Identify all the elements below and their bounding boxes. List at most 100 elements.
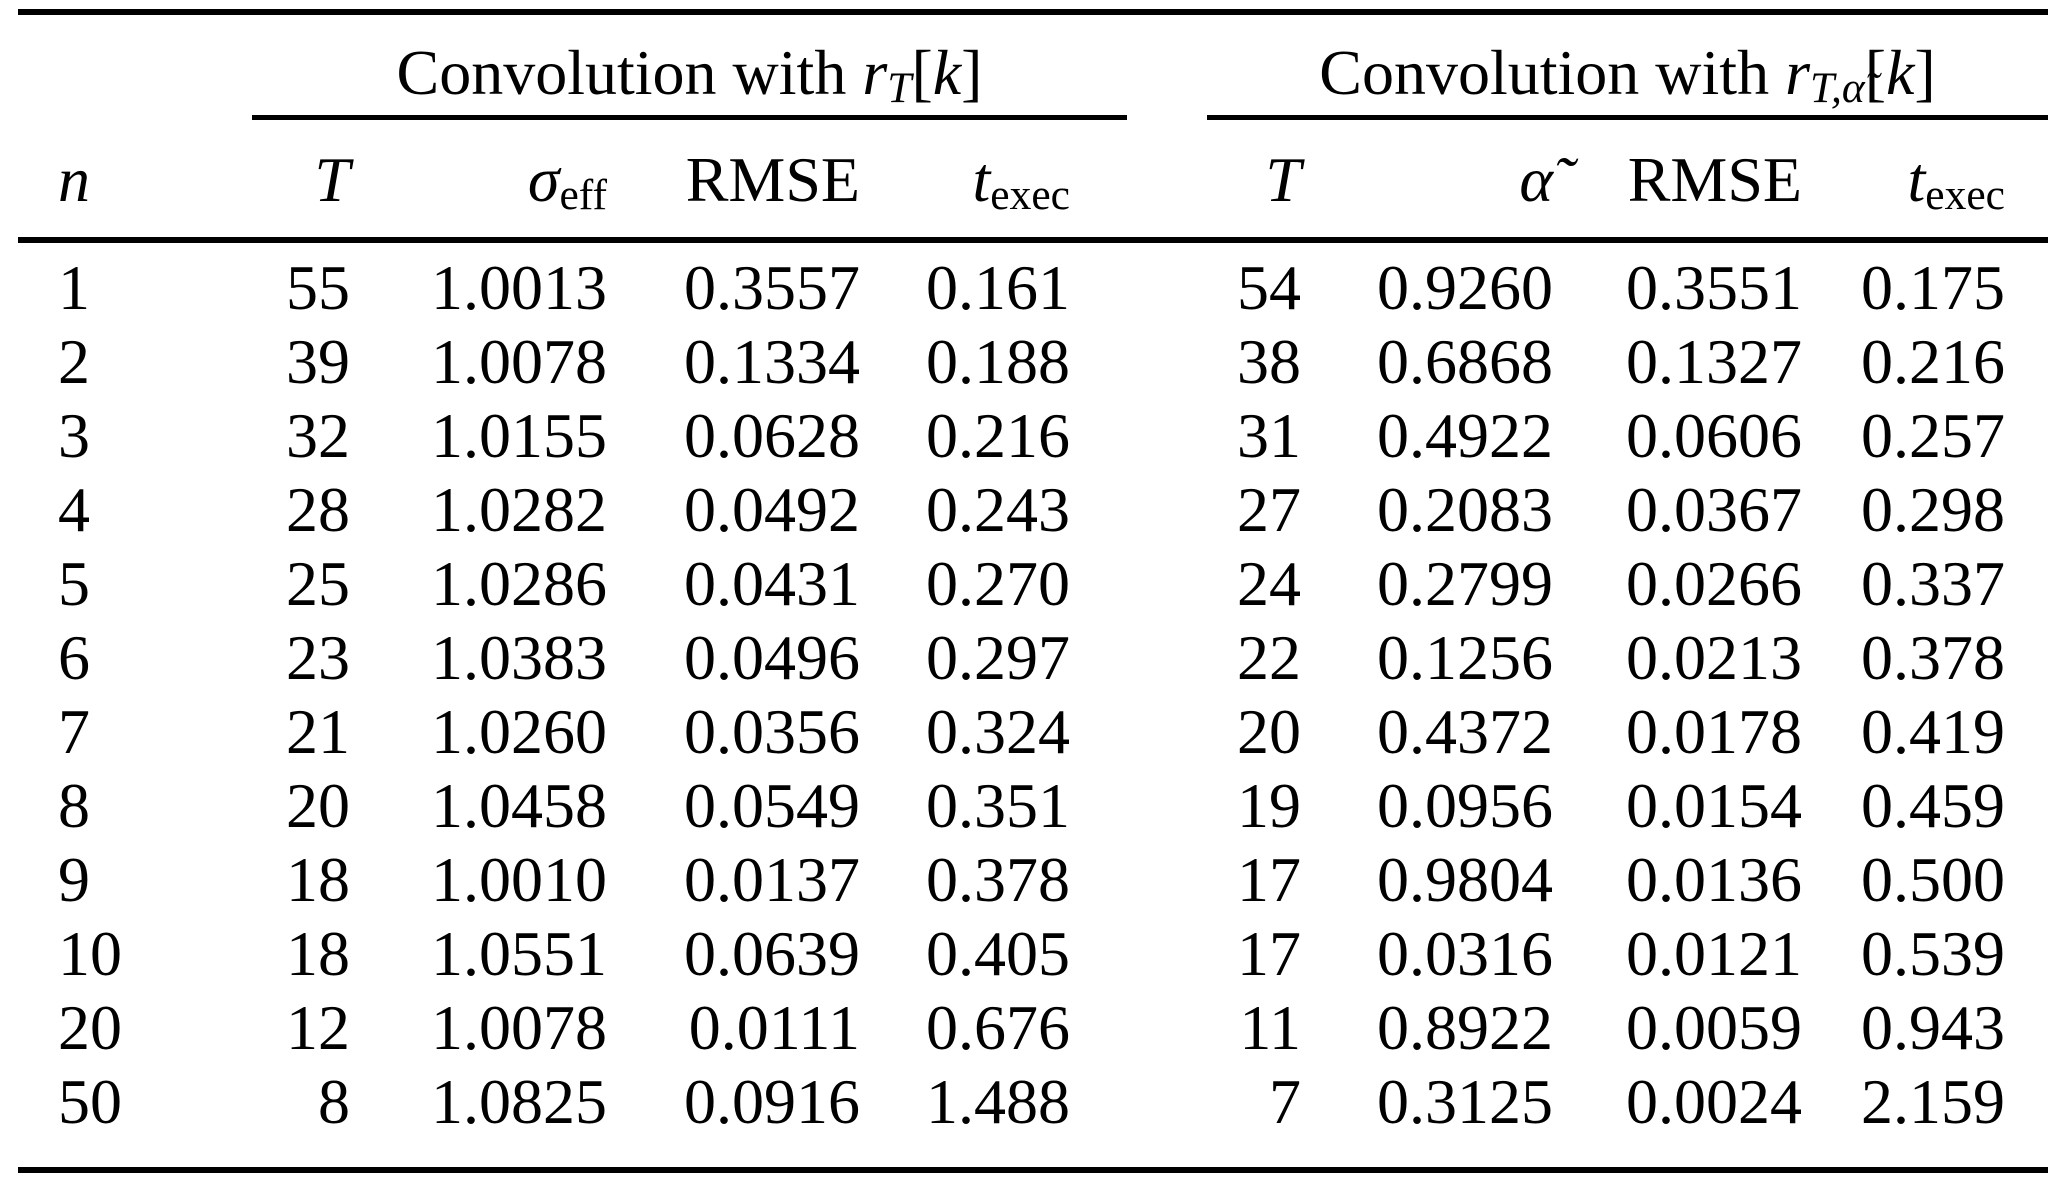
cell-rmse-right: 0.0213 bbox=[1626, 622, 1802, 693]
column-header-t-exec-right: texec bbox=[1907, 144, 2005, 219]
cell-alpha-tilde: 0.0316 bbox=[1377, 918, 1553, 989]
cell-rmse-left: 0.0356 bbox=[684, 696, 860, 767]
cell-alpha-tilde: 0.3125 bbox=[1377, 1066, 1553, 1137]
group-left-var: r bbox=[862, 37, 888, 108]
cell-rmse-left: 0.0496 bbox=[684, 622, 860, 693]
table-body: 1 55 1.0013 0.3557 0.161 54 0.9260 0.355… bbox=[0, 246, 2067, 1134]
cell-alpha-tilde: 0.6868 bbox=[1377, 326, 1553, 397]
cell-rmse-right: 0.0059 bbox=[1626, 992, 1802, 1063]
column-header-row: n T σeff RMSE texec T α̃ RMSE texec bbox=[0, 0, 2067, 246]
cell-n: 6 bbox=[58, 622, 90, 693]
table-row: 8 20 1.0458 0.0549 0.351 19 0.0956 0.015… bbox=[0, 764, 2067, 838]
table-row: 10 18 1.0551 0.0639 0.405 17 0.0316 0.01… bbox=[0, 912, 2067, 986]
cell-T-left: 21 bbox=[286, 696, 350, 767]
cell-rmse-right: 0.0367 bbox=[1626, 474, 1802, 545]
cell-T-right: 11 bbox=[1239, 992, 1301, 1063]
cell-rmse-right: 0.3551 bbox=[1626, 252, 1802, 323]
cmidrule-right bbox=[1207, 115, 2048, 120]
table-row: 4 28 1.0282 0.0492 0.243 27 0.2083 0.036… bbox=[0, 468, 2067, 542]
group-right-open-bracket: [ bbox=[1864, 37, 1886, 108]
column-header-n: n bbox=[58, 144, 90, 215]
cell-T-left: 39 bbox=[286, 326, 350, 397]
cell-n: 50 bbox=[58, 1066, 122, 1137]
cell-alpha-tilde: 0.4922 bbox=[1377, 400, 1553, 471]
cell-t-exec-right: 0.459 bbox=[1861, 770, 2005, 841]
column-header-T-right: T bbox=[1265, 144, 1301, 215]
cell-t-exec-right: 2.159 bbox=[1861, 1066, 2005, 1137]
table-row: 20 12 1.0078 0.0111 0.676 11 0.8922 0.00… bbox=[0, 986, 2067, 1060]
cell-T-left: 12 bbox=[286, 992, 350, 1063]
cell-rmse-left: 0.0549 bbox=[684, 770, 860, 841]
cell-alpha-tilde: 0.9260 bbox=[1377, 252, 1553, 323]
cell-T-left: 23 bbox=[286, 622, 350, 693]
cell-n: 5 bbox=[58, 548, 90, 619]
cell-sigma-eff: 1.0383 bbox=[431, 622, 607, 693]
cell-t-exec-left: 0.297 bbox=[926, 622, 1070, 693]
group-left-arg: k bbox=[932, 37, 962, 108]
cell-alpha-tilde: 0.4372 bbox=[1377, 696, 1553, 767]
cell-rmse-right: 0.0606 bbox=[1626, 400, 1802, 471]
column-header-rmse-left: RMSE bbox=[685, 144, 860, 215]
cell-t-exec-left: 0.676 bbox=[926, 992, 1070, 1063]
cell-n: 2 bbox=[58, 326, 90, 397]
cell-alpha-tilde: 0.8922 bbox=[1377, 992, 1553, 1063]
table-row: 1 55 1.0013 0.3557 0.161 54 0.9260 0.355… bbox=[0, 246, 2067, 320]
cell-alpha-tilde: 0.1256 bbox=[1377, 622, 1553, 693]
cell-T-right: 54 bbox=[1237, 252, 1301, 323]
cell-t-exec-right: 0.175 bbox=[1861, 252, 2005, 323]
group-left-close-bracket: ] bbox=[961, 37, 983, 108]
table-row: 2 39 1.0078 0.1334 0.188 38 0.6868 0.132… bbox=[0, 320, 2067, 394]
cell-t-exec-left: 0.216 bbox=[926, 400, 1070, 471]
cell-sigma-eff: 1.0078 bbox=[431, 326, 607, 397]
cell-t-exec-right: 0.257 bbox=[1861, 400, 2005, 471]
cell-t-exec-right: 0.298 bbox=[1861, 474, 2005, 545]
cell-n: 20 bbox=[58, 992, 122, 1063]
column-header-alpha-tilde: α̃ bbox=[1519, 144, 1553, 215]
group-right-var: r bbox=[1785, 37, 1810, 108]
cell-t-exec-left: 0.188 bbox=[926, 326, 1070, 397]
cell-rmse-right: 0.0154 bbox=[1626, 770, 1802, 841]
cell-T-left: 25 bbox=[286, 548, 350, 619]
cell-t-exec-left: 0.324 bbox=[926, 696, 1070, 767]
cell-rmse-left: 0.0492 bbox=[684, 474, 860, 545]
group-right-title: Convolution with bbox=[1319, 37, 1786, 108]
cell-T-right: 38 bbox=[1237, 326, 1301, 397]
cell-t-exec-left: 0.270 bbox=[926, 548, 1070, 619]
cell-T-left: 18 bbox=[286, 844, 350, 915]
cell-sigma-eff: 1.0282 bbox=[431, 474, 607, 545]
cell-t-exec-right: 0.419 bbox=[1861, 696, 2005, 767]
cell-t-exec-right: 0.943 bbox=[1861, 992, 2005, 1063]
cell-sigma-eff: 1.0551 bbox=[431, 918, 607, 989]
group-header-left: Convolution with rT[k] bbox=[252, 37, 1127, 110]
cell-alpha-tilde: 0.0956 bbox=[1377, 770, 1553, 841]
cell-rmse-right: 0.0178 bbox=[1626, 696, 1802, 767]
cell-t-exec-right: 0.378 bbox=[1861, 622, 2005, 693]
cell-t-exec-left: 1.488 bbox=[926, 1066, 1070, 1137]
cell-rmse-right: 0.1327 bbox=[1626, 326, 1802, 397]
cell-t-exec-left: 0.378 bbox=[926, 844, 1070, 915]
cell-t-exec-right: 0.500 bbox=[1861, 844, 2005, 915]
cell-alpha-tilde: 0.9804 bbox=[1377, 844, 1553, 915]
cell-rmse-left: 0.3557 bbox=[684, 252, 860, 323]
cell-T-right: 22 bbox=[1237, 622, 1301, 693]
cell-alpha-tilde: 0.2799 bbox=[1377, 548, 1553, 619]
table-row: 6 23 1.0383 0.0496 0.297 22 0.1256 0.021… bbox=[0, 616, 2067, 690]
cell-sigma-eff: 1.0078 bbox=[431, 992, 607, 1063]
cell-n: 3 bbox=[58, 400, 90, 471]
cell-T-left: 20 bbox=[286, 770, 350, 841]
cell-T-right: 27 bbox=[1237, 474, 1301, 545]
cell-T-right: 31 bbox=[1237, 400, 1301, 471]
cell-t-exec-right: 0.216 bbox=[1861, 326, 2005, 397]
cell-rmse-left: 0.0916 bbox=[684, 1066, 860, 1137]
cell-rmse-right: 0.0121 bbox=[1626, 918, 1802, 989]
cell-rmse-left: 0.0111 bbox=[688, 992, 860, 1063]
cell-rmse-left: 0.0628 bbox=[684, 400, 860, 471]
cell-t-exec-left: 0.243 bbox=[926, 474, 1070, 545]
bottom-rule bbox=[18, 1167, 2048, 1173]
cell-T-right: 19 bbox=[1237, 770, 1301, 841]
cell-n: 9 bbox=[58, 844, 90, 915]
cell-t-exec-left: 0.161 bbox=[926, 252, 1070, 323]
cell-T-left: 28 bbox=[286, 474, 350, 545]
cmidrule-left bbox=[252, 115, 1127, 120]
